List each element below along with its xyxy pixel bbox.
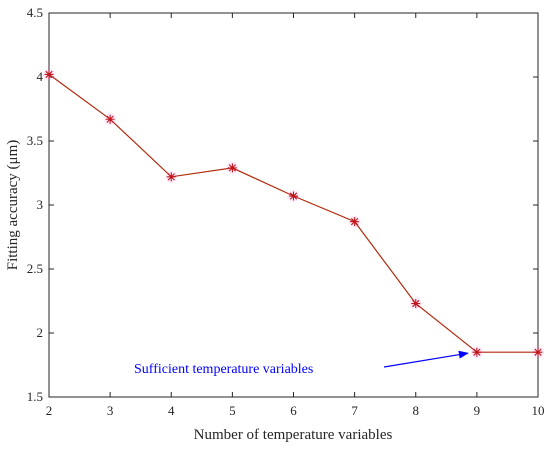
data-point (165, 170, 178, 183)
data-point (43, 68, 55, 81)
data-point (409, 297, 422, 310)
x-axis: 2 3 4 5 6 7 8 9 10 (46, 13, 545, 418)
y-tick-label: 3.5 (27, 133, 43, 148)
x-tick-label: 4 (168, 403, 175, 418)
x-tick-label: 9 (474, 403, 481, 418)
x-tick-label: 7 (351, 403, 358, 418)
series-layer (43, 68, 544, 359)
x-tick-label: 6 (290, 403, 297, 418)
data-point (470, 346, 483, 359)
y-axis: 1.5 2 2.5 3 3.5 4 4.5 (27, 5, 538, 404)
y-tick-label: 3 (37, 197, 44, 212)
x-axis-title: Number of temperature variables (194, 427, 393, 443)
data-point (532, 346, 544, 359)
x-tick-label: 8 (413, 403, 420, 418)
x-tick-label: 5 (229, 403, 236, 418)
y-axis-title: Fitting accuracy (μm) (5, 140, 21, 271)
data-point (348, 215, 361, 228)
x-tick-label: 10 (532, 403, 545, 418)
plot-area (48, 12, 539, 398)
data-point (104, 113, 117, 126)
x-tick-label: 3 (107, 403, 114, 418)
data-point (226, 161, 239, 174)
annotation-layer: Sufficient temperature variables (134, 350, 469, 377)
x-tick-label: 2 (46, 403, 53, 418)
data-point (287, 190, 300, 203)
y-tick-label: 2.5 (27, 261, 43, 276)
y-tick-label: 1.5 (27, 389, 43, 404)
y-tick-label: 4.5 (27, 5, 43, 20)
annotation-label: Sufficient temperature variables (134, 362, 313, 377)
y-tick-label: 4 (37, 69, 44, 84)
y-tick-label: 2 (37, 325, 44, 340)
annotation-arrow (383, 350, 469, 368)
